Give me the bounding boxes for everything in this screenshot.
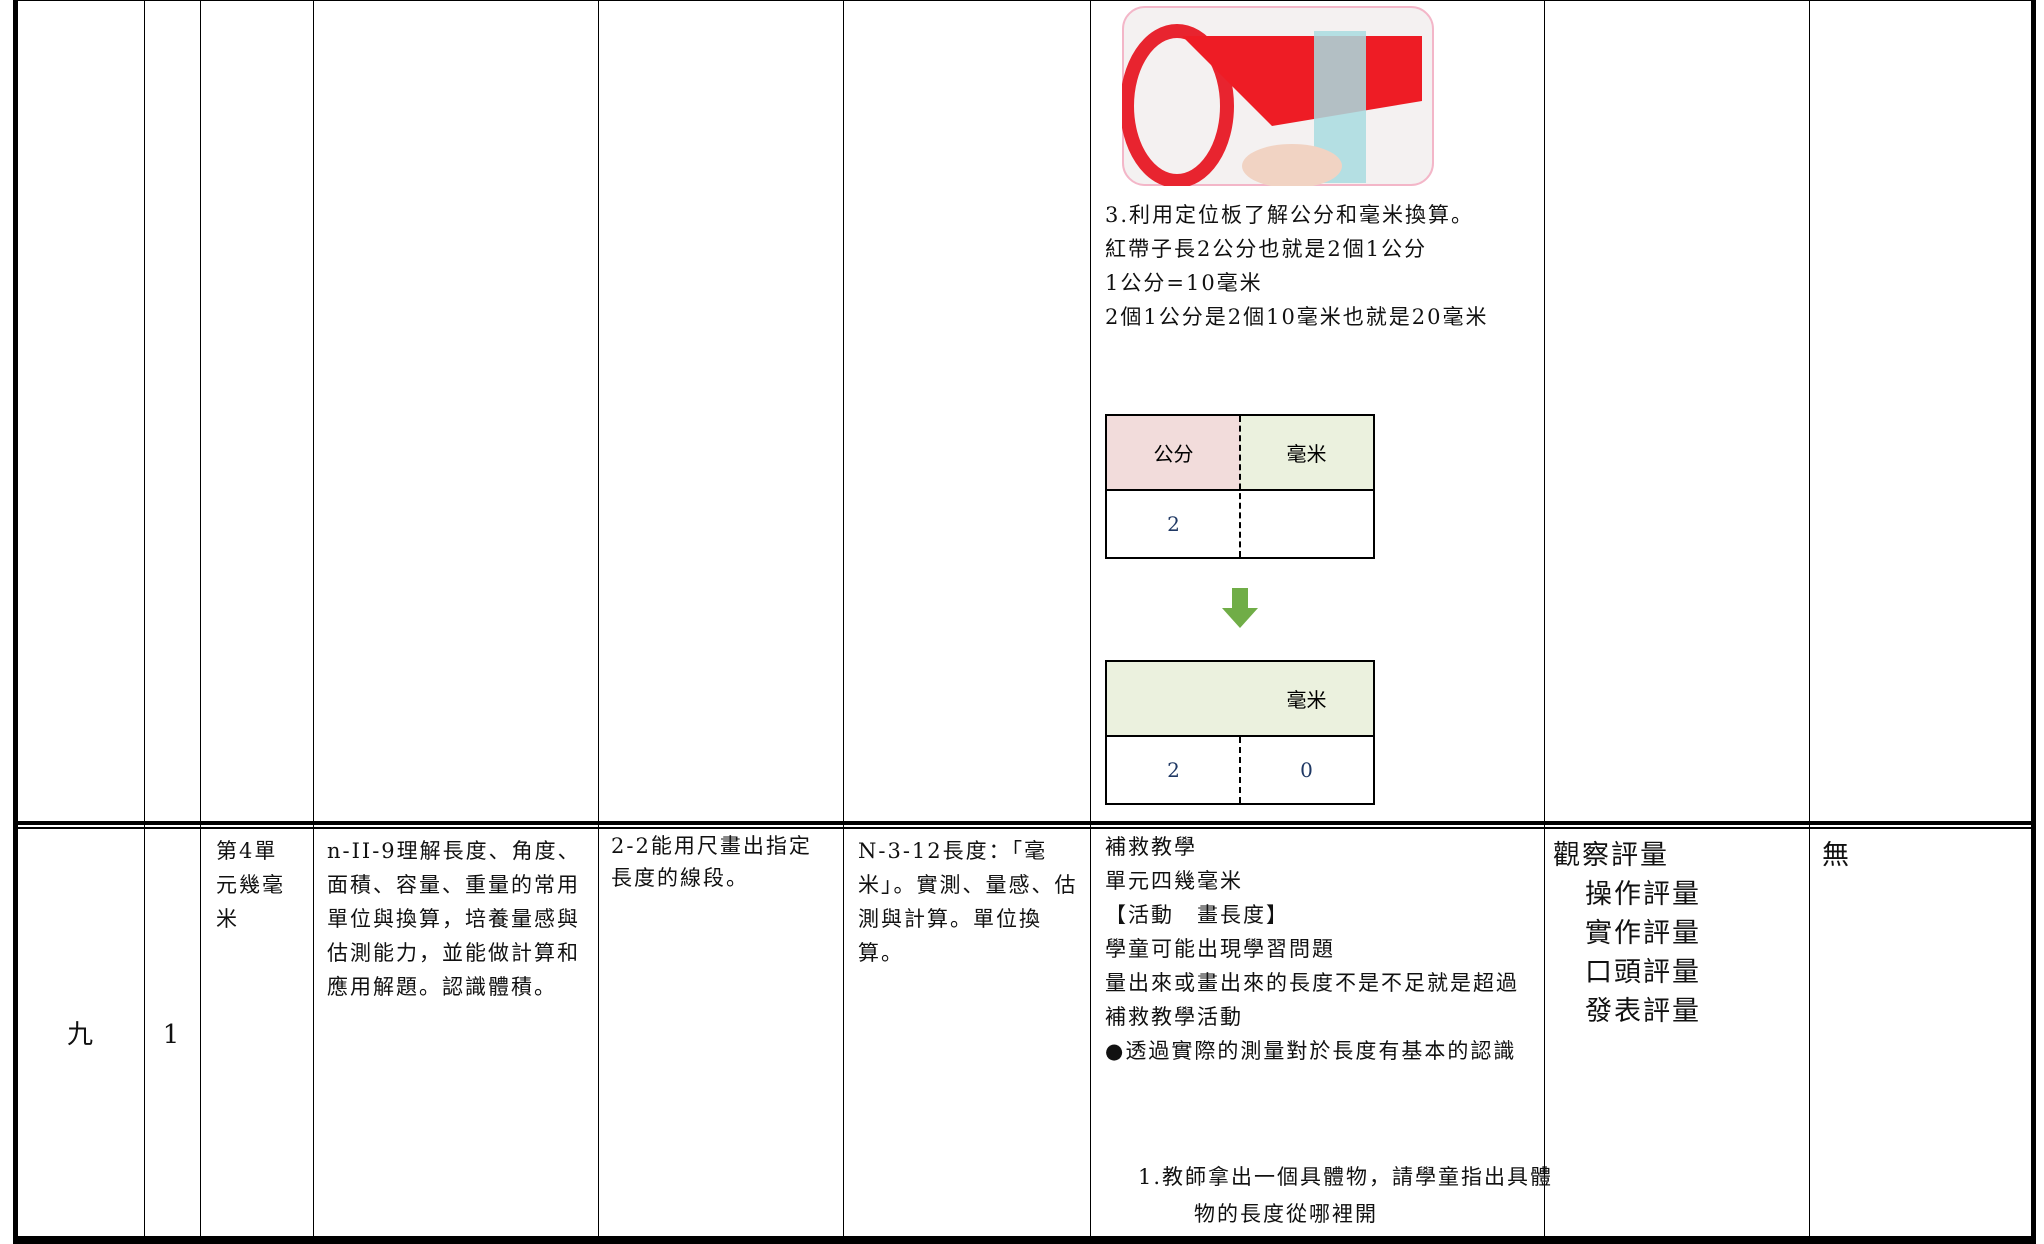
digit: 2 bbox=[1167, 758, 1180, 782]
border bbox=[598, 0, 599, 1237]
digit: 0 bbox=[1300, 758, 1313, 782]
activity-step: 1.教師拿出一個具體物，請學童指出具體物的長度從哪裡開 bbox=[1138, 1165, 1554, 1226]
place-value-table: 毫米 2 0 bbox=[1105, 660, 1375, 805]
assessment-item: 觀察評量 bbox=[1553, 840, 1669, 871]
steps: 3.利用定位板了解公分和毫米換算。 紅帶子長2公分也就是2個1公分 1公分=10毫米… bbox=[1105, 198, 1525, 334]
header: 毫米 bbox=[1286, 442, 1327, 466]
assessment-item: 操作評量 bbox=[1585, 879, 1701, 910]
border bbox=[13, 827, 2036, 829]
border bbox=[13, 0, 18, 1237]
step-line: 3.利用定位板了解公分和毫米換算。 bbox=[1105, 203, 1475, 227]
assessment-item: 實作評量 bbox=[1585, 918, 1701, 949]
assessment-item: 口頭評量 bbox=[1585, 957, 1701, 988]
objective: 2-2能用尺畫出指定長度的線段。 bbox=[611, 834, 812, 890]
border bbox=[1544, 0, 1545, 1237]
border bbox=[144, 0, 145, 1237]
border bbox=[13, 1236, 2036, 1244]
activity-line: 補救教學活動 bbox=[1105, 1005, 1243, 1029]
header-bg bbox=[1240, 416, 1373, 489]
header: 公分 bbox=[1153, 442, 1194, 466]
activity-line: 單元四幾毫米 bbox=[1105, 869, 1243, 893]
week: 九 bbox=[66, 1020, 95, 1050]
border bbox=[1090, 0, 1091, 1237]
activity-line: 學童可能出現學習問題 bbox=[1105, 937, 1335, 961]
content: N-3-12長度：「毫米」。實測、量感、估測與計算。單位換算。 bbox=[858, 839, 1078, 965]
assessment-item: 發表評量 bbox=[1585, 996, 1701, 1027]
note: 無 bbox=[1822, 840, 1851, 871]
periods: 1 bbox=[162, 1020, 182, 1050]
border bbox=[13, 0, 2036, 1]
border bbox=[1239, 737, 1241, 803]
indicator: n-II-9理解長度、角度、面積、容量、重量的常用單位與換算，培養量感與估測能力… bbox=[327, 839, 581, 999]
activity-line: 補救教學 bbox=[1105, 835, 1197, 859]
activity-line: 【活動 畫長度】 bbox=[1105, 903, 1289, 927]
border bbox=[2031, 0, 2036, 1237]
border bbox=[1107, 735, 1373, 737]
border bbox=[200, 0, 201, 1237]
digit: 2 bbox=[1167, 512, 1180, 536]
header-bg bbox=[1107, 416, 1240, 489]
border bbox=[313, 0, 314, 1237]
header: 毫米 bbox=[1286, 688, 1327, 712]
activity-line: ●透過實際的測量對於長度有基本的認識 bbox=[1105, 1039, 1517, 1063]
unit: 第4單元幾毫米 bbox=[216, 839, 285, 931]
header-bg bbox=[1107, 662, 1373, 735]
arrow bbox=[1222, 588, 1258, 628]
step-line: 1公分=10毫米 bbox=[1105, 271, 1263, 295]
step-line: 2個1公分是2個10毫米也就是20毫米 bbox=[1105, 305, 1489, 329]
border bbox=[1239, 416, 1241, 557]
border bbox=[1809, 0, 1810, 1237]
border bbox=[843, 0, 844, 1237]
photo bbox=[1122, 6, 1434, 186]
step-line: 紅帶子長2公分也就是2個1公分 bbox=[1105, 237, 1428, 261]
activity-line: 量出來或畫出來的長度不是不足就是超過 bbox=[1105, 971, 1519, 995]
place-value-table: 公分 毫米 2 bbox=[1105, 414, 1375, 559]
activities: 補救教學單元四幾毫米【活動 畫長度】學童可能出現學習問題量出來或畫出來的長度不是… bbox=[1105, 830, 1525, 1068]
border bbox=[13, 821, 2036, 825]
assessment: 觀察評量操作評量實作評量口頭評量發表評量 bbox=[1553, 836, 1803, 1031]
